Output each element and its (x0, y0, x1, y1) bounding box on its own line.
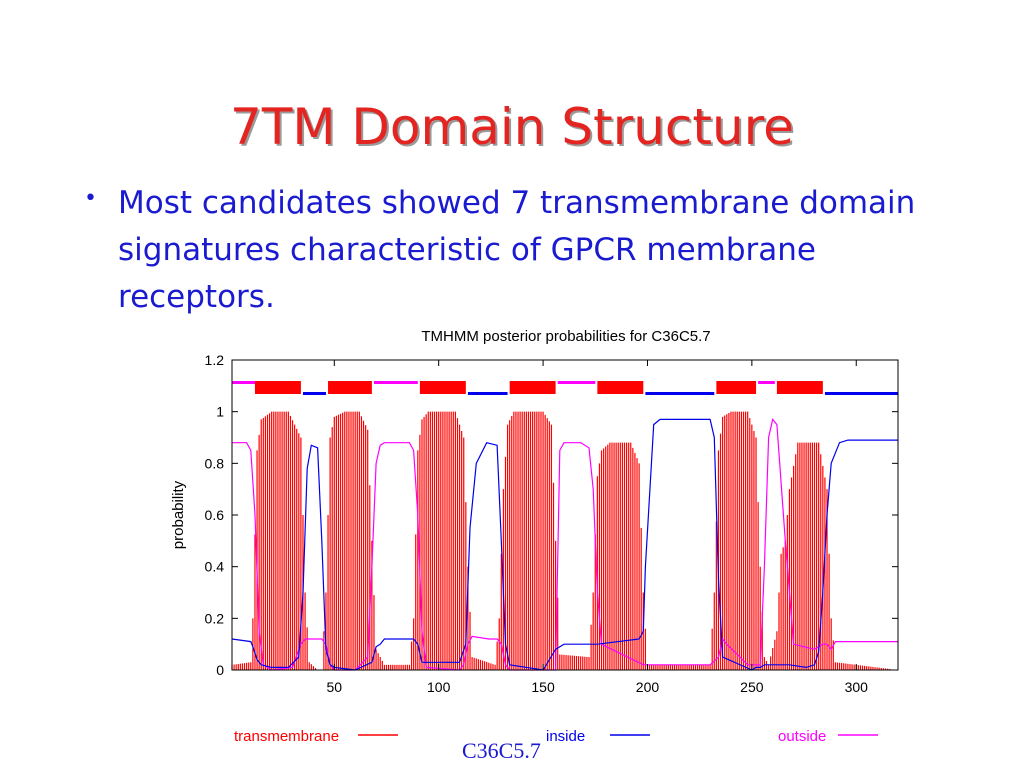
y-tick-label: 0.4 (205, 559, 225, 575)
topology-outside (373, 381, 418, 384)
legend-label-inside: inside (546, 728, 585, 745)
bullet-text: Most candidates showed 7 transmembrane d… (118, 185, 916, 315)
topology-transmembrane (597, 381, 644, 394)
topology-transmembrane (509, 381, 556, 394)
series-transmembrane-bars (231, 411, 891, 670)
x-tick-label: 200 (636, 679, 660, 695)
y-tick-label: 1.2 (205, 352, 225, 368)
chart-title: TMHMM posterior probabilities for C36C5.… (421, 328, 710, 345)
bullet-marker: • (84, 186, 97, 211)
y-axis-label: probability (170, 480, 187, 549)
x-tick-label: 50 (327, 679, 343, 695)
y-tick-label: 0 (216, 662, 224, 678)
topology-inside (645, 392, 715, 395)
footer-gene-label: C36C5.7 (462, 738, 541, 763)
topology-inside (467, 392, 508, 395)
topology-transmembrane (776, 381, 823, 394)
x-tick-label: 250 (740, 679, 764, 695)
topology-inside (824, 392, 898, 395)
series-inside-line (231, 418, 898, 671)
topology-transmembrane (419, 381, 466, 394)
y-tick-label: 0.2 (205, 610, 225, 626)
series-outside-line (232, 418, 898, 671)
topology-outside (557, 381, 596, 384)
topology-transmembrane (328, 381, 372, 394)
x-tick-label: 150 (531, 679, 555, 695)
y-tick-label: 0.8 (205, 455, 225, 471)
topology-inside (302, 392, 326, 395)
legend-label-transmembrane: transmembrane (234, 728, 339, 745)
slide-title: 7TM Domain Structure (230, 98, 794, 156)
legend-label-outside: outside (778, 728, 826, 745)
y-tick-label: 0.6 (205, 507, 225, 523)
x-tick-label: 100 (427, 679, 451, 695)
topology-outside (232, 381, 255, 384)
topology-transmembrane (254, 381, 301, 394)
topology-transmembrane (716, 381, 757, 394)
topology-bar (232, 381, 898, 395)
y-tick-label: 1 (216, 404, 224, 420)
topology-outside (758, 381, 775, 384)
x-tick-label: 300 (845, 679, 869, 695)
